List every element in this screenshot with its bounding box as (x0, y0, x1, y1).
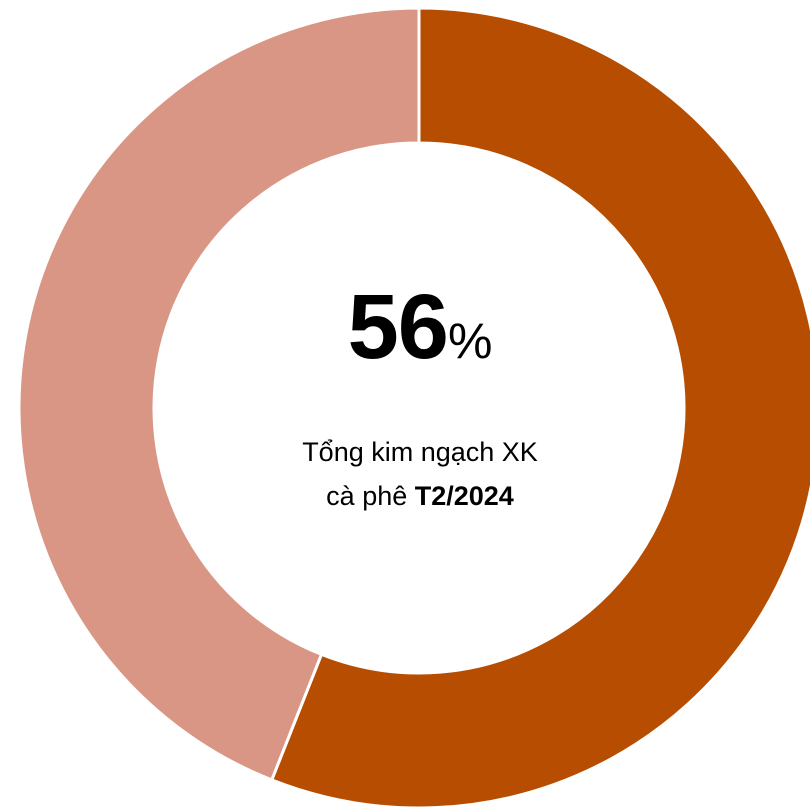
center-caption-prefix: cà phê (326, 481, 415, 511)
center-percentage-number: 56 (347, 276, 449, 378)
center-percentage: 56% (265, 272, 575, 382)
center-caption-period: T2/2024 (414, 481, 514, 511)
donut-slice-2 (17, 6, 421, 782)
center-caption-line-1: Tổng kim ngạch XK (302, 437, 538, 467)
center-percentage-unit: % (447, 313, 493, 369)
donut-slice-1 (269, 6, 810, 809)
center-caption-line-2: cà phê T2/2024 (265, 478, 575, 514)
